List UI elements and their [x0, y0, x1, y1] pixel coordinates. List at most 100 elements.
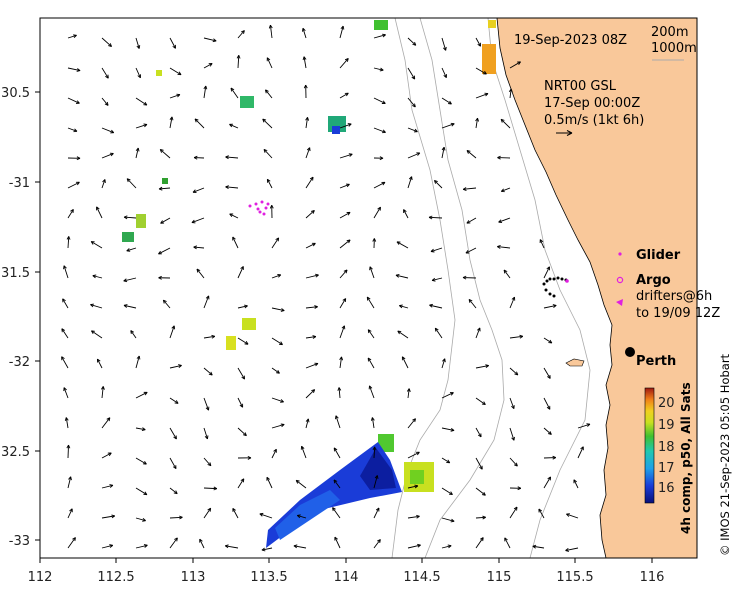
- date-label: 19-Sep-2023 08Z: [514, 33, 627, 48]
- current-date: 17-Sep 00:00Z: [544, 96, 640, 111]
- current-arrow: [297, 515, 307, 519]
- current-arrow: [67, 508, 73, 519]
- current-arrowhead: [126, 178, 131, 183]
- current-arrowhead: [241, 30, 245, 35]
- current-arrow: [475, 537, 484, 549]
- current-arrowhead: [303, 84, 308, 89]
- current-arrow: [441, 392, 454, 399]
- current-arrowhead: [275, 237, 280, 242]
- current-arrow: [237, 397, 244, 408]
- current-arrowhead: [135, 147, 140, 152]
- current-arrowhead: [158, 275, 162, 280]
- current-arrowhead: [477, 433, 482, 438]
- current-arrow: [266, 57, 273, 69]
- y-tick-label: -33: [9, 534, 30, 549]
- current-arrow: [96, 206, 103, 219]
- current-arrowhead: [192, 189, 197, 194]
- current-arrowhead: [580, 446, 584, 451]
- current-arrowhead: [204, 435, 209, 440]
- current-arrowhead: [573, 479, 577, 484]
- current-arrowhead: [75, 100, 80, 104]
- current-arrowhead: [462, 187, 467, 191]
- current-arrowhead: [369, 266, 373, 271]
- y-tick-label: 31.5: [1, 266, 30, 281]
- current-arrowhead: [279, 341, 283, 346]
- drifters-legend-line2: to 19/09 12Z: [636, 306, 720, 321]
- current-arrow: [466, 217, 477, 224]
- current-arrow: [160, 217, 171, 224]
- current-arrowhead: [102, 179, 106, 183]
- current-arrow: [396, 241, 409, 249]
- current-arrowhead: [173, 435, 177, 440]
- current-arrowhead: [171, 325, 176, 330]
- current-arrow: [497, 246, 511, 249]
- glider-legend-marker: [618, 252, 622, 256]
- current-arrowhead: [269, 205, 274, 209]
- current-arrowhead: [205, 406, 210, 411]
- current-arrowhead: [370, 417, 375, 421]
- current-arrow: [366, 296, 375, 309]
- current-arrowhead: [312, 335, 317, 339]
- current-arrow: [543, 427, 552, 435]
- current-arrow: [407, 37, 417, 46]
- current-arrowhead: [479, 537, 484, 542]
- current-arrowhead: [240, 266, 244, 270]
- current-arrow: [101, 37, 112, 47]
- current-arrow: [194, 118, 205, 129]
- current-arrow: [475, 327, 481, 339]
- current-arrowhead: [193, 155, 198, 160]
- current-arrow: [407, 152, 421, 159]
- current-arrowhead: [468, 298, 473, 303]
- current-vectors: [61, 24, 591, 552]
- current-arrowhead: [62, 298, 66, 303]
- current-arrowhead: [513, 506, 518, 511]
- current-arrow: [225, 545, 239, 549]
- current-arrow: [305, 242, 316, 249]
- current-arrowhead: [263, 148, 268, 153]
- current-arrowhead: [339, 356, 344, 361]
- current-arrowhead: [347, 123, 352, 127]
- current-arrowhead: [479, 465, 483, 470]
- current-arrowhead: [517, 486, 522, 491]
- current-arrow: [169, 537, 178, 549]
- current-arrowhead: [462, 275, 467, 280]
- current-arrowhead: [73, 128, 78, 133]
- y-tick-label: 30.5: [1, 86, 30, 101]
- current-arrowhead: [335, 415, 339, 420]
- current-arrow: [67, 127, 78, 132]
- current-arrow: [101, 544, 113, 549]
- current-arrowhead: [295, 479, 300, 484]
- current-arrowhead: [109, 544, 114, 548]
- current-arrow: [303, 56, 307, 69]
- current-arrow: [230, 87, 239, 99]
- current-arrowhead: [143, 101, 148, 106]
- current-arrowhead: [311, 389, 316, 394]
- current-arrow: [573, 479, 579, 489]
- current-arrowhead: [497, 245, 501, 249]
- current-arrowhead: [136, 45, 141, 49]
- current-arrowhead: [314, 362, 319, 367]
- current-arrowhead: [104, 101, 109, 106]
- current-arrowhead: [513, 462, 518, 467]
- current-arrowhead: [434, 327, 439, 332]
- current-arrow: [271, 337, 283, 346]
- current-arrowhead: [296, 514, 301, 519]
- x-tick-label: 112.5: [97, 570, 134, 585]
- current-arrow: [124, 216, 137, 219]
- current-arrow: [565, 547, 579, 551]
- current-arrowhead: [90, 303, 94, 308]
- current-arrowhead: [240, 478, 245, 483]
- current-arrowhead: [532, 544, 537, 549]
- current-arrow: [101, 179, 106, 189]
- current-arrowhead: [61, 328, 66, 333]
- current-arrow: [232, 236, 239, 249]
- current-arrow: [90, 304, 103, 309]
- current-scale-label: 0.5m/s (1kt 6h): [544, 113, 644, 128]
- y-tick-label: -31: [9, 176, 30, 191]
- current-arrow: [441, 67, 447, 78]
- current-arrow: [91, 330, 103, 339]
- current-arrow: [237, 427, 247, 437]
- current-arrow: [203, 63, 213, 69]
- current-arrowhead: [169, 116, 174, 121]
- current-arrowhead: [547, 374, 551, 379]
